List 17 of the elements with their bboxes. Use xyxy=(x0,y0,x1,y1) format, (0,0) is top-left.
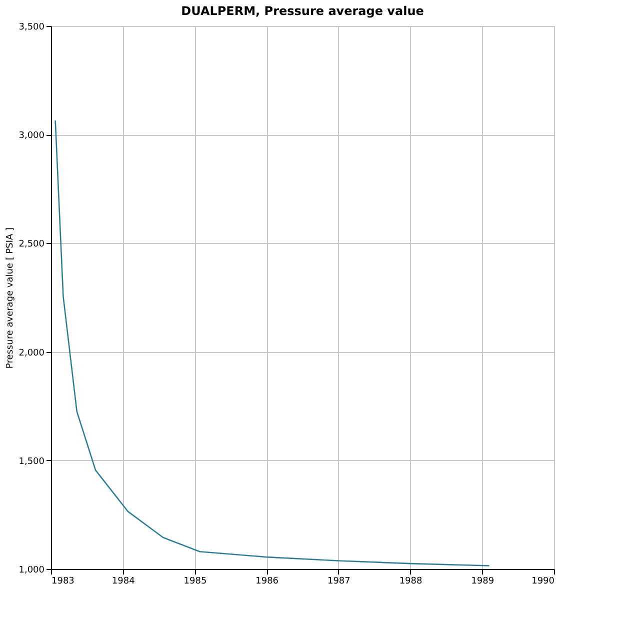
x-tick-label: 1983 xyxy=(52,576,74,586)
y-tick-label: 3,500 xyxy=(18,22,45,32)
x-tick-label: 1986 xyxy=(256,576,279,586)
x-tick-label: 1987 xyxy=(327,576,350,586)
x-tick-label: 1985 xyxy=(184,576,207,586)
y-tick-label: 2,500 xyxy=(18,240,45,250)
x-tick-label: 1990 xyxy=(532,576,555,586)
y-tick-label: 2,000 xyxy=(18,348,45,358)
y-axis-title: Pressure average value [ PSIA ] xyxy=(6,227,16,369)
chart-title: DUALPERM, Pressure average value xyxy=(181,4,424,18)
x-tick-label: 1989 xyxy=(471,576,494,586)
x-tick-label: 1988 xyxy=(399,576,423,586)
line-series xyxy=(54,120,490,566)
y-tick-label: 1,000 xyxy=(18,566,45,576)
y-tick-label: 1,500 xyxy=(18,456,45,467)
y-tick-label: 3,000 xyxy=(18,131,45,142)
x-tick-label: 1984 xyxy=(112,576,136,586)
